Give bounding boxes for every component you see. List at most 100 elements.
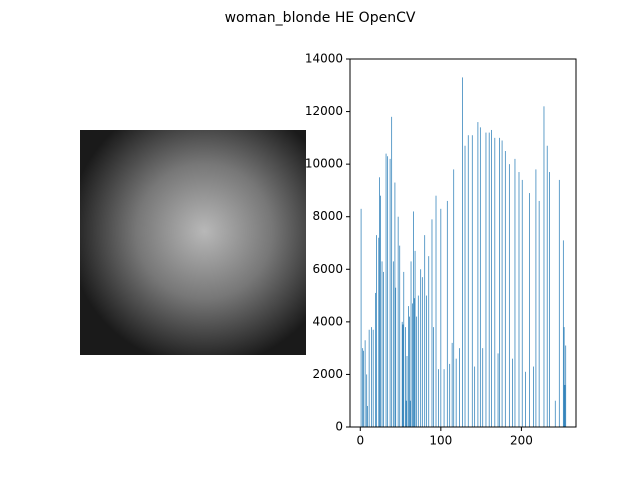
bar	[428, 256, 430, 427]
bar	[399, 245, 401, 427]
bar	[409, 316, 410, 427]
bar	[403, 271, 405, 427]
bar	[554, 400, 556, 427]
bar	[389, 158, 391, 427]
bar	[535, 169, 537, 427]
x-tick-label: 0	[356, 434, 364, 448]
bar	[385, 153, 387, 427]
bar	[563, 327, 565, 427]
bar	[383, 271, 384, 427]
bar	[504, 151, 506, 427]
x-tick-label: 100	[429, 434, 452, 448]
y-tick-label: 12000	[305, 104, 343, 118]
bar	[375, 292, 376, 427]
bar	[367, 405, 368, 427]
bar	[449, 363, 451, 427]
bar	[417, 295, 419, 427]
bar	[485, 132, 487, 427]
bar	[451, 342, 453, 427]
bar	[459, 348, 460, 427]
bar	[387, 156, 389, 427]
bar	[467, 135, 469, 427]
bar	[424, 235, 426, 427]
image	[80, 130, 306, 355]
bar	[405, 400, 407, 427]
y-tick-label: 8000	[312, 209, 343, 223]
bar	[443, 369, 445, 427]
bar	[409, 400, 411, 427]
bar	[379, 177, 380, 427]
bar	[455, 358, 457, 427]
bar	[477, 122, 479, 427]
bar	[395, 287, 397, 427]
bar	[410, 261, 412, 427]
bar	[521, 179, 523, 427]
bar	[420, 269, 422, 427]
bar	[425, 295, 427, 427]
bar	[413, 298, 415, 427]
bar	[562, 240, 564, 427]
bar	[405, 327, 406, 427]
figure-title: woman_blonde HE OpenCV	[225, 10, 416, 26]
bar	[360, 208, 362, 427]
bar	[565, 345, 567, 427]
x-tick-label: 200	[510, 434, 533, 448]
bar	[416, 316, 418, 427]
bar	[372, 329, 374, 427]
bar	[446, 200, 448, 427]
bar	[497, 353, 499, 427]
bar	[440, 208, 442, 427]
bar	[406, 356, 408, 427]
bar	[508, 164, 510, 427]
bar	[397, 216, 399, 427]
bar	[491, 129, 492, 427]
bar	[414, 250, 416, 427]
bar	[435, 195, 437, 427]
bar	[363, 350, 364, 427]
bar	[453, 169, 455, 427]
bar	[380, 195, 381, 427]
axes-frame	[349, 58, 577, 428]
bar	[381, 261, 383, 427]
bar	[518, 172, 520, 427]
bar	[543, 106, 545, 428]
bar	[538, 200, 540, 427]
bar	[471, 135, 473, 427]
bar	[533, 366, 534, 427]
bar	[549, 172, 550, 427]
bar	[462, 77, 463, 428]
bar	[525, 371, 526, 427]
bar	[408, 306, 409, 427]
y-tick-label: 14000	[305, 52, 343, 66]
bar	[412, 303, 413, 427]
bar	[558, 179, 560, 427]
bar	[474, 366, 476, 427]
y-tick-label: 2000	[312, 367, 343, 381]
bar	[514, 158, 516, 427]
bar	[431, 219, 433, 427]
y-tick-label: 10000	[305, 157, 343, 171]
bar	[362, 348, 364, 427]
bar	[546, 145, 548, 427]
bar	[421, 277, 423, 427]
bar	[376, 235, 377, 427]
bar	[368, 329, 370, 427]
bar	[402, 324, 404, 427]
bar	[499, 137, 501, 427]
bar	[464, 145, 466, 427]
bar	[512, 358, 513, 427]
bar	[364, 340, 366, 427]
bar	[366, 374, 368, 427]
bar	[392, 261, 394, 427]
bar	[438, 369, 439, 427]
y-tick-label: 0	[335, 420, 343, 434]
bar	[488, 132, 490, 427]
bar	[433, 327, 434, 427]
bar	[529, 193, 530, 427]
bar	[378, 237, 380, 427]
bar	[371, 327, 372, 427]
bar	[413, 211, 414, 427]
bar	[564, 384, 566, 427]
bar	[391, 116, 393, 427]
bar	[482, 348, 484, 427]
